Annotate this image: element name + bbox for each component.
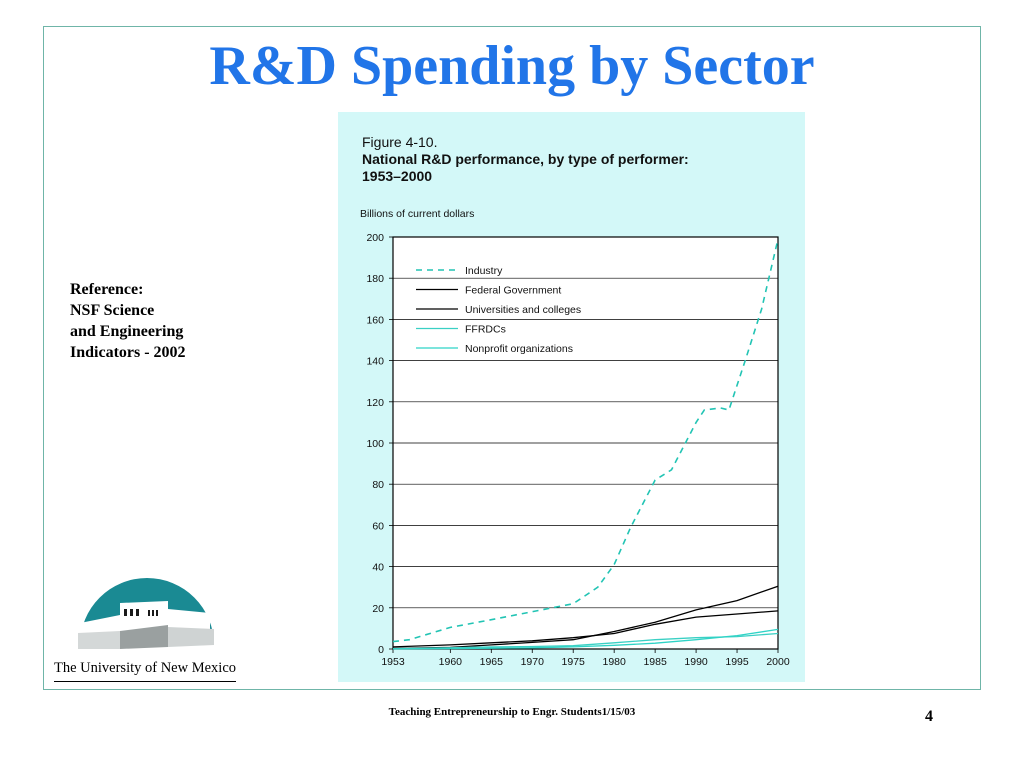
x-tick-label: 1980 (602, 656, 626, 668)
x-tick-label: 1965 (480, 656, 504, 668)
x-tick-label: 1960 (439, 656, 463, 668)
y-tick-label: 160 (366, 314, 384, 326)
reference-line-4: Indicators - 2002 (70, 344, 186, 361)
legend-label: Federal Government (465, 285, 561, 297)
x-tick-label: 1953 (381, 656, 405, 668)
x-tick-label: 1990 (684, 656, 708, 668)
x-tick-label: 1975 (562, 656, 586, 668)
figure-heading: Figure 4-10. National R&D performance, b… (362, 134, 689, 185)
reference-line-2: NSF Science (70, 302, 155, 319)
y-tick-label: 140 (366, 356, 384, 368)
y-tick-label: 80 (372, 479, 384, 491)
x-tick-label: 1985 (643, 656, 667, 668)
page-number: 4 (925, 708, 933, 725)
legend-label: Nonprofit organizations (465, 343, 573, 355)
legend-label: Industry (465, 265, 503, 277)
chart-figure: Figure 4-10. National R&D performance, b… (338, 112, 805, 682)
y-tick-label: 20 (372, 603, 384, 615)
reference-line-3: and Engineering (70, 323, 184, 340)
slide-title: R&D Spending by Sector (209, 35, 815, 97)
y-tick-label: 60 (372, 520, 384, 532)
unm-logo (50, 565, 265, 690)
legend-label: FFRDCs (465, 324, 506, 336)
y-axis-label: Billions of current dollars (360, 208, 475, 220)
slide-frame (43, 26, 981, 690)
reference-line-1: Reference: (70, 281, 144, 298)
chart-title-line-1: National R&D performance, by type of per… (362, 151, 689, 167)
y-tick-label: 200 (366, 232, 384, 244)
y-tick-label: 120 (366, 397, 384, 409)
legend-label: Universities and colleges (465, 304, 581, 316)
series-line-2 (392, 585, 779, 650)
figure-label: Figure 4-10. (362, 134, 438, 150)
y-tick-label: 100 (366, 438, 384, 450)
y-tick-label: 180 (366, 273, 384, 285)
series-line-4 (392, 628, 779, 650)
chart-canvas: 0 20 40 60 80 100 120 140 160 180 200 1953 1960 1965 1… (366, 232, 790, 668)
slide-footer: Teaching Entrepreneurship to Engr. Stude… (388, 706, 636, 718)
y-tick-label: 40 (372, 562, 384, 574)
x-tick-label: 2000 (766, 656, 790, 668)
university-name: The University of New Mexico (54, 660, 237, 682)
x-tick-label: 1970 (521, 656, 545, 668)
y-tick-label: 0 (378, 644, 384, 656)
reference-block: Reference: NSF Science and Engineering I… (70, 279, 186, 363)
unm-logo-icon (78, 578, 214, 649)
chart-title-line-2: 1953–2000 (362, 168, 433, 184)
x-tick-label: 1995 (725, 656, 749, 668)
series-line-0 (392, 238, 779, 643)
